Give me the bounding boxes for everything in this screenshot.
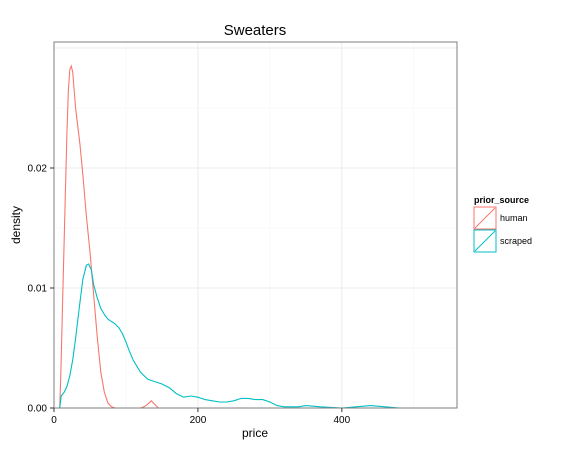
legend-item-scraped: scraped	[473, 229, 532, 253]
y-tick-label: 0.01	[28, 284, 48, 295]
legend-item-human: human	[473, 206, 528, 230]
x-tick-label: 400	[334, 415, 351, 426]
legend-key-line-human	[474, 207, 496, 229]
y-tick-label: 0.02	[28, 164, 48, 175]
legend-title: prior_source	[474, 195, 529, 205]
y-axis-title: density	[9, 206, 23, 244]
series-line-scraped	[59, 263, 450, 409]
chart-title: Sweaters	[224, 22, 287, 39]
axes: 0 200 400 0.00 0.01 0.02	[28, 164, 351, 427]
legend: prior_source human scraped	[473, 195, 532, 253]
y-tick-label: 0.00	[28, 404, 48, 415]
x-tick-label: 200	[190, 415, 207, 426]
legend-label-human: human	[500, 213, 528, 223]
x-axis-title: price	[242, 426, 268, 440]
legend-key-line-scraped	[474, 230, 496, 252]
panel-border	[53, 41, 458, 409]
legend-items: human scraped	[473, 206, 532, 253]
x-tick-label: 0	[51, 415, 57, 426]
legend-label-scraped: scraped	[500, 236, 532, 246]
